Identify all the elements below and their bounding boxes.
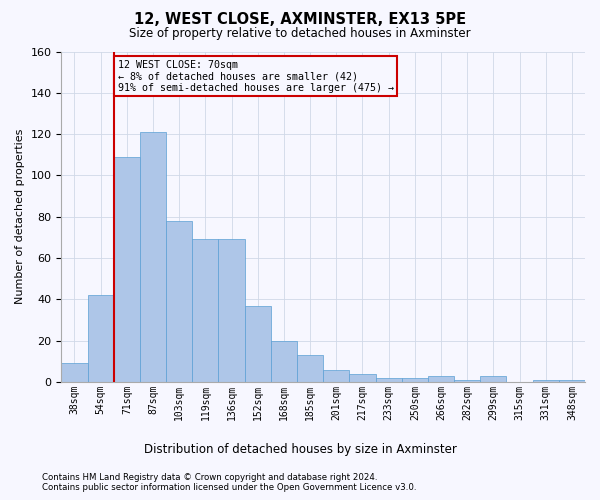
Bar	[218, 240, 245, 382]
Y-axis label: Number of detached properties: Number of detached properties	[15, 129, 25, 304]
Bar	[323, 370, 349, 382]
Bar	[140, 132, 166, 382]
Bar	[88, 295, 114, 382]
Bar	[271, 340, 297, 382]
Bar	[376, 378, 402, 382]
Bar	[533, 380, 559, 382]
Bar	[559, 380, 585, 382]
Bar	[193, 240, 218, 382]
Bar	[349, 374, 376, 382]
Text: Size of property relative to detached houses in Axminster: Size of property relative to detached ho…	[129, 28, 471, 40]
Text: Contains HM Land Registry data © Crown copyright and database right 2024.: Contains HM Land Registry data © Crown c…	[42, 472, 377, 482]
Text: Distribution of detached houses by size in Axminster: Distribution of detached houses by size …	[143, 442, 457, 456]
Text: 12 WEST CLOSE: 70sqm
← 8% of detached houses are smaller (42)
91% of semi-detach: 12 WEST CLOSE: 70sqm ← 8% of detached ho…	[118, 60, 394, 93]
Bar	[245, 306, 271, 382]
Bar	[297, 355, 323, 382]
Bar	[480, 376, 506, 382]
Text: Contains public sector information licensed under the Open Government Licence v3: Contains public sector information licen…	[42, 484, 416, 492]
Bar	[166, 221, 193, 382]
Text: 12, WEST CLOSE, AXMINSTER, EX13 5PE: 12, WEST CLOSE, AXMINSTER, EX13 5PE	[134, 12, 466, 28]
Bar	[402, 378, 428, 382]
Bar	[454, 380, 480, 382]
Bar	[61, 364, 88, 382]
Bar	[114, 157, 140, 382]
Bar	[428, 376, 454, 382]
